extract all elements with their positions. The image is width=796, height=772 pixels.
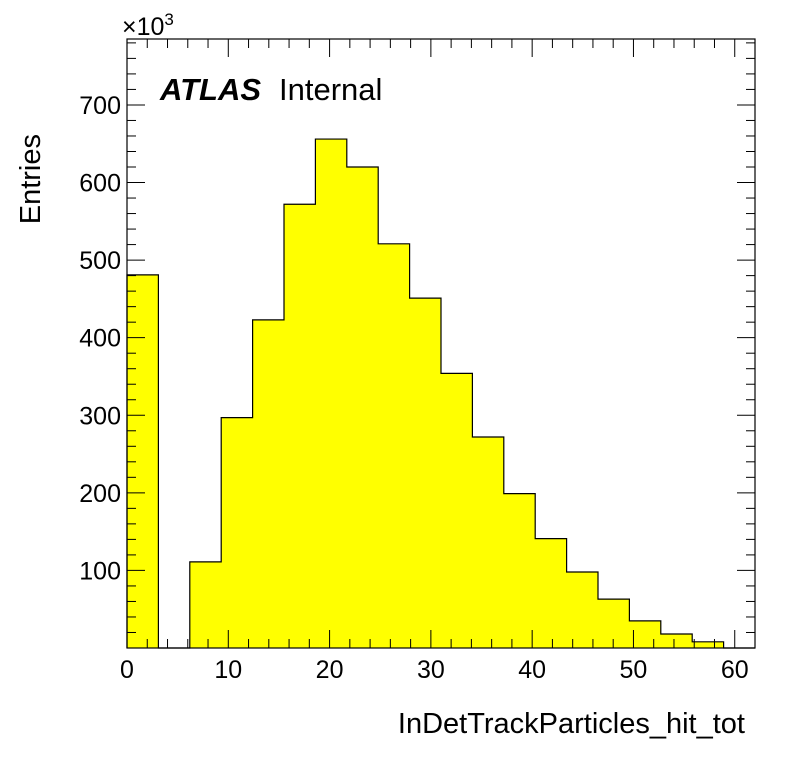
axis-ticks bbox=[126, 39, 756, 649]
y-multiplier-exponent: 3 bbox=[164, 10, 173, 29]
x-tick-label: 20 bbox=[316, 656, 344, 684]
y-multiplier: ×103 bbox=[122, 10, 174, 41]
histogram-fill bbox=[127, 139, 724, 649]
y-axis-title: Entries bbox=[15, 134, 47, 224]
y-tick-labels: 100 200 300 400 500 600 700 bbox=[79, 92, 121, 585]
histogram-outline bbox=[126, 138, 755, 649]
y-tick-label: 600 bbox=[79, 170, 121, 198]
atlas-bold-text: ATLAS bbox=[159, 72, 261, 107]
x-tick-label: 40 bbox=[518, 656, 546, 684]
histogram-bars bbox=[126, 138, 755, 649]
x-tick-label: 30 bbox=[417, 656, 445, 684]
atlas-internal-text: Internal bbox=[279, 72, 382, 107]
y-tick-label: 200 bbox=[79, 480, 121, 508]
x-tick-label: 50 bbox=[620, 656, 648, 684]
y-tick-label: 500 bbox=[79, 247, 121, 275]
atlas-label: ATLAS Internal bbox=[159, 72, 382, 107]
x-tick-label: 10 bbox=[214, 656, 242, 684]
y-tick-label: 700 bbox=[79, 92, 121, 120]
y-tick-label: 400 bbox=[79, 325, 121, 353]
plot-frame bbox=[126, 38, 756, 649]
y-multiplier-base: ×10 bbox=[122, 13, 164, 41]
y-tick-label: 100 bbox=[79, 557, 121, 585]
x-axis-title: InDetTrackParticles_hit_tot bbox=[398, 708, 745, 740]
x-tick-labels: 0 10 20 30 40 50 60 bbox=[120, 656, 749, 684]
x-tick-label: 0 bbox=[120, 656, 134, 684]
x-tick-label: 60 bbox=[721, 656, 749, 684]
y-tick-label: 300 bbox=[79, 402, 121, 430]
